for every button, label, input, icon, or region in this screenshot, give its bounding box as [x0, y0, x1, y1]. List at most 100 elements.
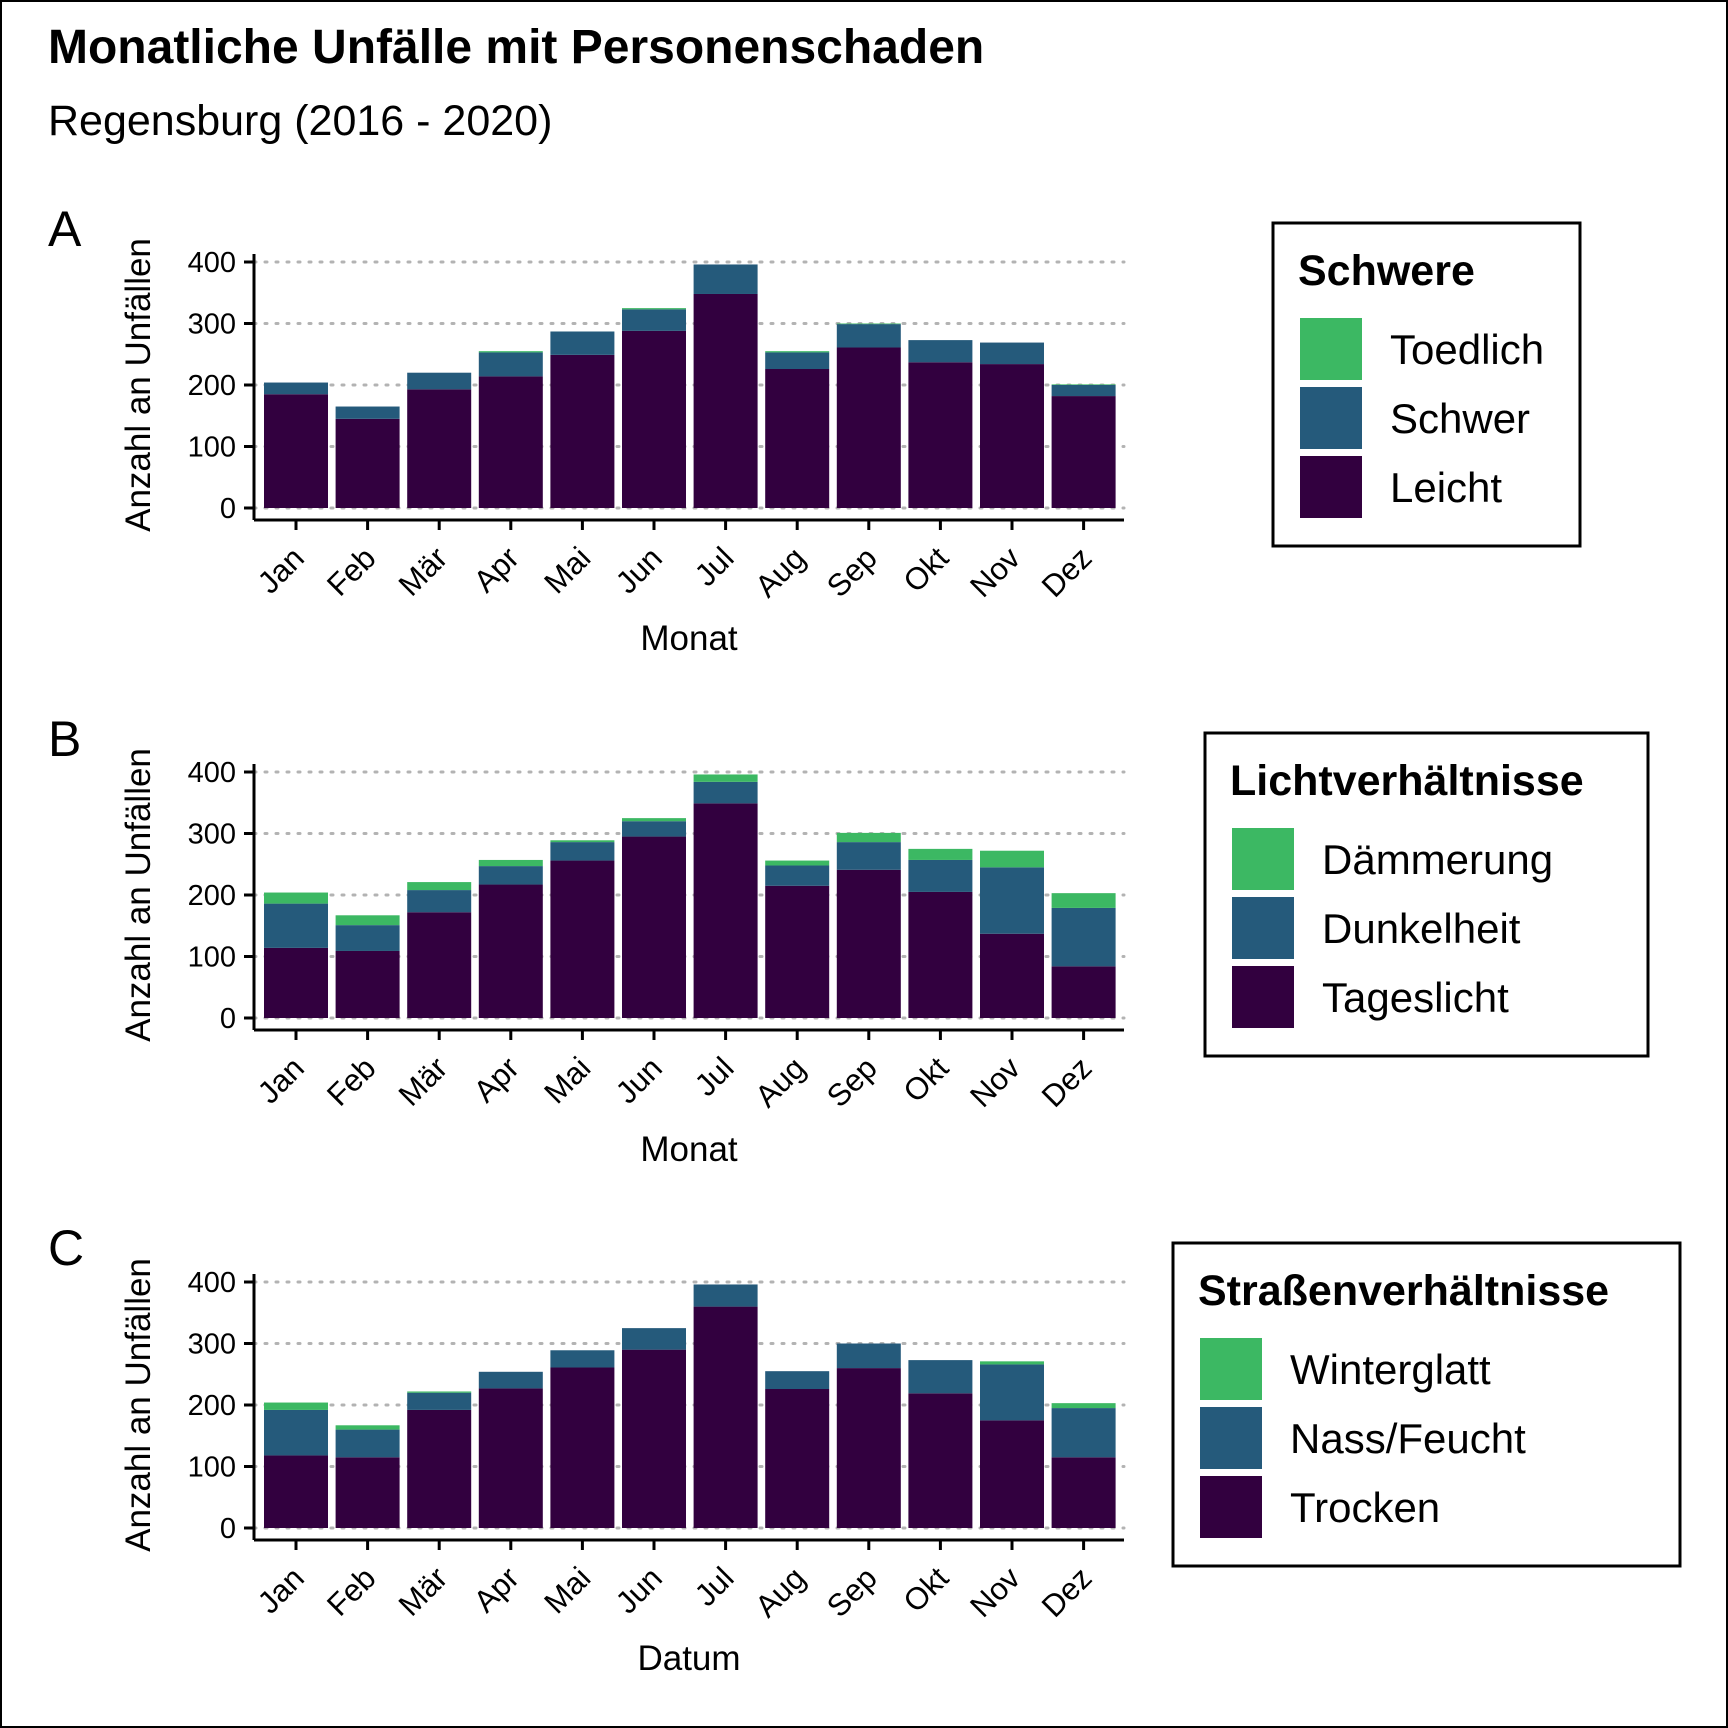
bar-dämmerung-jul [693, 774, 758, 782]
legend-label: Leicht [1390, 464, 1502, 511]
bar-nass-feucht-aug [765, 1371, 830, 1390]
legend-swatch [1232, 966, 1294, 1028]
bar-schwer-sep [836, 324, 901, 348]
bar-schwer-apr [478, 352, 543, 377]
y-axis-title: Anzahl an Unfällen [119, 238, 158, 532]
legend-swatch [1300, 456, 1362, 518]
legend: Schwere Toedlich Schwer Leicht [1271, 221, 1582, 548]
bar-tageslicht-feb [335, 950, 400, 1018]
legend-swatch [1300, 318, 1362, 380]
bar-leicht-jul [693, 293, 758, 508]
bar-trocken-mai [550, 1367, 615, 1528]
legend-label: Dämmerung [1322, 836, 1553, 883]
x-axis-title: Datum [637, 1639, 740, 1678]
bar-nass-feucht-nov [980, 1364, 1044, 1421]
bar-winterglatt-dez [1051, 1403, 1116, 1409]
bar-winterglatt-mär [407, 1391, 472, 1393]
bar-schwer-jan [264, 382, 328, 395]
legend-label: Nass/Feucht [1290, 1415, 1526, 1462]
bar-tageslicht-jul [693, 803, 758, 1018]
bar-trocken-apr [478, 1388, 543, 1528]
bar-dunkelheit-jun [622, 821, 686, 837]
bar-nass-feucht-sep [836, 1343, 901, 1369]
bar-toedlich-aug [765, 351, 830, 353]
bar-nass-feucht-jan [264, 1409, 328, 1456]
bar-toedlich-jun [622, 308, 686, 310]
legend-swatch [1200, 1476, 1262, 1538]
bar-leicht-sep [836, 347, 901, 508]
legend-label: Schwer [1390, 395, 1530, 442]
bar-nass-feucht-jun [622, 1328, 686, 1350]
bar-nass-feucht-apr [478, 1371, 543, 1389]
bar-dunkelheit-apr [478, 866, 543, 885]
bar-dunkelheit-mai [550, 842, 615, 861]
x-axis-title: Monat [640, 1130, 738, 1169]
bar-trocken-dez [1051, 1457, 1116, 1528]
bar-dunkelheit-mär [407, 890, 472, 913]
y-tick-label: 300 [188, 819, 236, 851]
bar-trocken-okt [908, 1393, 973, 1528]
y-tick-label: 400 [188, 247, 236, 279]
bar-leicht-aug [765, 369, 830, 508]
legend-swatch [1200, 1338, 1262, 1400]
y-tick-label: 100 [188, 432, 236, 464]
bar-tageslicht-jun [622, 836, 686, 1018]
bar-tageslicht-dez [1051, 966, 1116, 1018]
bar-trocken-jul [693, 1306, 758, 1528]
legend-swatch [1300, 387, 1362, 449]
y-tick-label: 400 [188, 757, 236, 789]
bar-dunkelheit-jul [693, 781, 758, 804]
y-tick-label: 200 [188, 370, 236, 402]
bar-leicht-nov [980, 364, 1044, 508]
y-tick-label: 0 [220, 1003, 236, 1035]
bar-tageslicht-sep [836, 869, 901, 1018]
bar-dämmerung-dez [1051, 893, 1116, 908]
legend-label: Winterglatt [1290, 1346, 1491, 1393]
bar-dämmerung-mär [407, 882, 472, 891]
legend-label: Dunkelheit [1322, 905, 1521, 952]
bar-schwer-okt [908, 340, 973, 363]
bar-dämmerung-jan [264, 892, 328, 904]
bar-dunkelheit-nov [980, 867, 1044, 934]
bar-dämmerung-nov [980, 850, 1044, 868]
chart-title: Monatliche Unfälle mit Personenschaden [48, 21, 984, 74]
bar-tageslicht-okt [908, 891, 973, 1018]
legend-title: Schwere [1298, 247, 1475, 295]
bar-schwer-feb [335, 406, 400, 419]
bar-tageslicht-aug [765, 885, 830, 1018]
legend-title: Lichtverhältnisse [1230, 757, 1584, 805]
bar-dunkelheit-feb [335, 925, 400, 951]
y-tick-label: 200 [188, 1390, 236, 1422]
bar-dämmerung-feb [335, 915, 400, 926]
legend: Straßenverhältnisse Winterglatt Nass/Feuch… [1171, 1241, 1682, 1568]
bar-dunkelheit-aug [765, 865, 830, 886]
bar-trocken-aug [765, 1389, 830, 1528]
bar-schwer-jun [622, 309, 686, 331]
panel-tag: A [48, 201, 82, 257]
bar-nass-feucht-feb [335, 1429, 400, 1458]
bar-trocken-mär [407, 1409, 472, 1528]
bar-nass-feucht-mär [407, 1392, 472, 1410]
legend-title: Straßenverhältnisse [1198, 1267, 1609, 1315]
bar-trocken-nov [980, 1420, 1044, 1528]
bar-dämmerung-aug [765, 860, 830, 866]
bar-leicht-dez [1051, 396, 1116, 508]
bar-leicht-jun [622, 330, 686, 508]
bar-schwer-jul [693, 264, 758, 294]
legend-swatch [1232, 828, 1294, 890]
bar-trocken-sep [836, 1368, 901, 1528]
bar-winterglatt-nov [980, 1361, 1044, 1365]
bar-trocken-feb [335, 1457, 400, 1528]
panel-tag: C [48, 1220, 84, 1276]
y-tick-label: 200 [188, 880, 236, 912]
bar-trocken-jun [622, 1349, 686, 1528]
bar-tageslicht-mai [550, 860, 615, 1018]
bar-leicht-okt [908, 362, 973, 508]
bar-dämmerung-okt [908, 848, 973, 860]
bar-dämmerung-apr [478, 859, 543, 867]
y-tick-label: 0 [220, 1513, 236, 1545]
bar-schwer-nov [980, 342, 1044, 365]
bar-toedlich-apr [478, 351, 543, 353]
legend: Lichtverhältnisse Dämmerung Dunkelheit Tage… [1203, 731, 1650, 1058]
